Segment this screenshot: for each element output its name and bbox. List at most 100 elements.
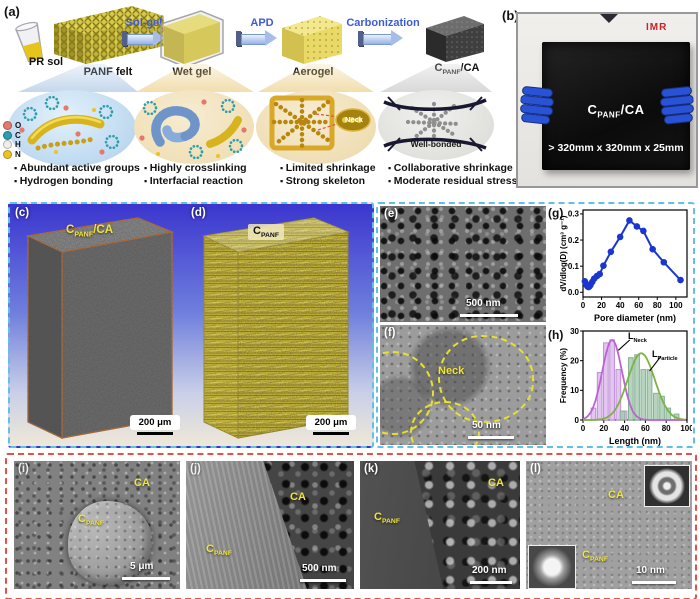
process-arrow-carbonization bbox=[358, 31, 363, 46]
panel-j-ca-label: CA bbox=[290, 491, 306, 503]
svg-text:Length (nm): Length (nm) bbox=[609, 436, 661, 446]
legend-row-h: H bbox=[3, 140, 21, 150]
panel-d-tag: (d) bbox=[191, 207, 206, 219]
well-bonded-annotation: Well-bonded bbox=[410, 139, 462, 149]
panel-c-ct-block bbox=[25, 217, 175, 439]
neck-outline-circle bbox=[438, 335, 534, 423]
scale-bar-e-line bbox=[460, 314, 518, 317]
svg-text:60: 60 bbox=[634, 301, 643, 310]
svg-text:40: 40 bbox=[616, 301, 625, 310]
process-arrow-sol-gel bbox=[122, 31, 127, 46]
molecular-bubble-crosslinking bbox=[134, 90, 254, 164]
aerogel-cube bbox=[282, 16, 342, 64]
scale-bar-i: 5 μm bbox=[130, 561, 154, 572]
panel-l-cpanf-label: CPANF bbox=[582, 549, 608, 564]
svg-text:0.1: 0.1 bbox=[568, 262, 580, 271]
molecular-bubble-well-bonded: Well-bonded bbox=[378, 90, 494, 160]
svg-text:0: 0 bbox=[575, 416, 580, 425]
process-arrow-apd bbox=[236, 31, 241, 46]
svg-text:10: 10 bbox=[570, 386, 579, 395]
bullet-a2: Hydrogen bonding bbox=[14, 175, 113, 187]
panel-k-ca-label: CA bbox=[488, 477, 504, 489]
scale-bar-l-line bbox=[632, 581, 676, 584]
svg-text:Frequency (%): Frequency (%) bbox=[559, 348, 568, 403]
arrow-label-apd: APD bbox=[250, 17, 274, 29]
svg-text:20: 20 bbox=[570, 356, 579, 365]
svg-text:40: 40 bbox=[620, 424, 629, 433]
scale-bar-d: 200 μm bbox=[306, 415, 356, 430]
molecular-bubble-aerogel-skeleton: Neck bbox=[256, 90, 376, 164]
neck-label: Neck bbox=[438, 365, 465, 377]
svg-text:80: 80 bbox=[653, 301, 662, 310]
scale-bar-k-line bbox=[470, 581, 512, 584]
svg-text:dV/dlog(D) (cm³ g⁻¹): dV/dlog(D) (cm³ g⁻¹) bbox=[559, 215, 568, 292]
bullet-b1: Highly crosslinking bbox=[144, 162, 247, 174]
l-neck-annotation: LNeck bbox=[628, 331, 647, 344]
svg-text:20: 20 bbox=[599, 424, 608, 433]
panel-h-tag: (h) bbox=[548, 328, 564, 342]
fft-inset-ca bbox=[644, 465, 690, 507]
scale-bar-j: 500 nm bbox=[302, 563, 337, 574]
scale-bar-f: 50 nm bbox=[472, 420, 501, 431]
svg-text:100: 100 bbox=[669, 301, 683, 310]
scale-bar-j-line bbox=[300, 579, 346, 582]
scale-bar-l: 10 nm bbox=[636, 565, 665, 576]
wet-gel-cube bbox=[160, 10, 224, 64]
panel-k-cpanf-label: CPANF bbox=[374, 511, 400, 526]
svg-text:20: 20 bbox=[597, 301, 606, 310]
carbon-cube bbox=[426, 16, 484, 62]
bullet-b2: Interfacial reaction bbox=[144, 175, 243, 187]
molecule-art-hydrogen-bonding bbox=[19, 95, 120, 155]
svg-text:80: 80 bbox=[662, 424, 671, 433]
panel-i-ca-label: CA bbox=[134, 477, 150, 489]
atom-o-dot bbox=[3, 121, 12, 131]
panel-b-photo: IMR CPANF/CA > 320mm x 320mm x 25mm bbox=[516, 12, 698, 188]
panel-c-tag: (c) bbox=[15, 207, 30, 219]
panel-l-hrtem-image: (l) CA CPANF 10 nm bbox=[526, 461, 692, 589]
panel-j-sem-image: (j) CA CPANF 500 nm bbox=[186, 461, 354, 589]
plate-size-label: > 320mm x 320mm x 25mm bbox=[548, 142, 684, 154]
panel-a-tag: (a) bbox=[4, 4, 20, 19]
atom-c-dot bbox=[3, 130, 12, 140]
panel-a: (a) PR sol PANF felt Sol-gel Wet gel bbox=[2, 2, 517, 200]
pr-sol-beaker-icon bbox=[14, 21, 43, 63]
neck-annotation: Neck bbox=[345, 115, 363, 124]
panel-l-tag: (l) bbox=[530, 463, 541, 475]
svg-text:0.3: 0.3 bbox=[568, 210, 580, 219]
scale-bar-c: 200 μm bbox=[130, 415, 180, 430]
atom-legend: O C H N bbox=[3, 121, 21, 159]
svg-text:100: 100 bbox=[680, 424, 692, 433]
l-particle-annotation: LParticle bbox=[652, 349, 678, 362]
imr-logo: IMR bbox=[646, 22, 668, 33]
scale-bar-f-line bbox=[468, 436, 514, 439]
panel-e-sem-image: (e) 500 nm bbox=[380, 206, 546, 322]
scale-bar-e: 500 nm bbox=[466, 298, 501, 309]
atom-n-dot bbox=[3, 149, 12, 159]
arrow-label-sol-gel: Sol-gel bbox=[125, 17, 163, 29]
panel-j-cpanf-label: CPANF bbox=[206, 543, 232, 558]
svg-text:0.0: 0.0 bbox=[568, 288, 580, 297]
panel-i-sem-image: (i) CA CPANF 5 μm bbox=[14, 461, 180, 589]
right-glove bbox=[660, 86, 694, 125]
bullet-d2: Moderate residual stress bbox=[388, 175, 518, 187]
left-glove bbox=[520, 86, 554, 125]
svg-text:Pore diameter (nm): Pore diameter (nm) bbox=[594, 313, 676, 323]
svg-text:60: 60 bbox=[641, 424, 650, 433]
scale-bar-c-line bbox=[137, 432, 173, 435]
bullet-c1: Limited shrinkage bbox=[280, 162, 376, 174]
atom-h-dot bbox=[3, 140, 12, 150]
pr-sol-label: PR sol bbox=[28, 56, 64, 68]
molecule-art-crosslinked bbox=[139, 98, 247, 160]
scale-bar-k: 200 nm bbox=[472, 565, 507, 576]
length-histogram-chart: 0 20 40 60 80 100 0 10 20 30 Length (nm) Frequency … bbox=[558, 327, 694, 446]
svg-text:0.2: 0.2 bbox=[568, 236, 580, 245]
svg-text:30: 30 bbox=[570, 327, 579, 336]
legend-row-c: C bbox=[3, 130, 21, 141]
collar-shape bbox=[600, 14, 618, 23]
bead-skeleton-art bbox=[269, 95, 371, 151]
svg-text:0: 0 bbox=[581, 301, 586, 310]
molecular-bubble-panf bbox=[8, 90, 136, 166]
plate-sample-label: CPANF/CA bbox=[587, 102, 645, 120]
bullet-d1: Collaborative shrinkage bbox=[388, 162, 513, 174]
